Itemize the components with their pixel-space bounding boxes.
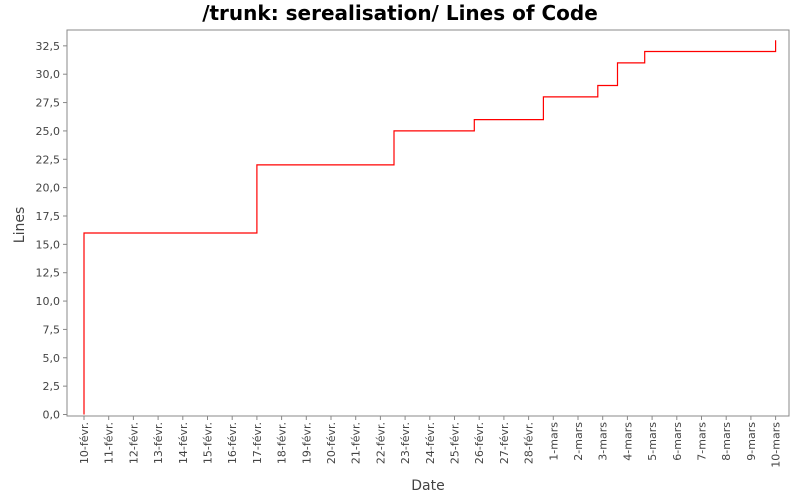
chart-title: /trunk: serealisation/ Lines of Code: [202, 1, 598, 25]
y-tick-label: 10,0: [36, 295, 61, 308]
x-tick-label: 12-févr.: [127, 422, 140, 464]
x-tick-label: 20-févr.: [325, 422, 338, 464]
y-tick-label: 27,5: [36, 97, 61, 110]
x-tick-label: 13-févr.: [152, 422, 165, 464]
x-tick-label: 27-févr.: [498, 422, 511, 464]
x-axis-label: Date: [411, 478, 444, 494]
x-tick-label: 3-mars: [597, 422, 610, 461]
x-axis: 10-févr. 11-févr. 12-févr. 13-févr. 14-févr.…: [78, 416, 783, 468]
plot-area: [66, 29, 790, 417]
y-tick-label: 22,5: [36, 153, 61, 166]
x-tick-label: 9-mars: [745, 422, 758, 461]
y-tick-label: 0,0: [43, 409, 61, 422]
x-tick-label: 5-mars: [646, 422, 659, 461]
series-group: [83, 40, 777, 415]
y-tick-label: 5,0: [43, 352, 61, 365]
x-tick-label: 26-févr.: [473, 422, 486, 464]
y-tick-label: 25,0: [36, 125, 61, 138]
x-tick-label: 18-févr.: [276, 422, 289, 464]
y-tick-label: 20,0: [36, 182, 61, 195]
x-tick-label: 25-févr.: [449, 422, 462, 464]
x-tick-label: 7-mars: [696, 422, 709, 461]
y-tick-label: 7,5: [43, 323, 61, 336]
y-axis-label: Lines: [12, 207, 28, 243]
y-tick-label: 32,5: [36, 40, 61, 53]
y-tick-label: 15,0: [36, 238, 61, 251]
x-tick-label: 10-févr.: [78, 422, 91, 464]
x-tick-label: 21-févr.: [350, 422, 363, 464]
x-tick-label: 14-févr.: [177, 422, 190, 464]
x-tick-label: 6-mars: [671, 422, 684, 461]
x-tick-label: 19-févr.: [300, 422, 313, 464]
y-tick-label: 12,5: [36, 267, 61, 280]
x-tick-label: 28-févr.: [523, 422, 536, 464]
y-tick-label: 2,5: [43, 380, 61, 393]
y-tick-label: 30,0: [36, 68, 61, 81]
x-tick-label: 1-mars: [547, 422, 560, 461]
x-tick-label: 22-févr.: [374, 422, 387, 464]
x-tick-label: 8-mars: [720, 422, 733, 461]
x-tick-label: 15-févr.: [202, 422, 215, 464]
x-tick-label: 16-févr.: [226, 422, 239, 464]
x-tick-label: 17-févr.: [251, 422, 264, 464]
x-tick-label: 2-mars: [572, 422, 585, 461]
y-tick-label: 17,5: [36, 210, 61, 223]
x-tick-label: 10-mars: [770, 422, 783, 468]
series-line: [83, 40, 777, 415]
y-axis: 0,0 2,5 5,0 7,5 10,0 12,5 15,0 17,5 20,0 22,5 25,0…: [36, 40, 67, 422]
x-tick-label: 23-févr.: [399, 422, 412, 464]
x-tick-label: 4-mars: [621, 422, 634, 461]
x-tick-label: 24-févr.: [424, 422, 437, 464]
x-tick-label: 11-févr.: [103, 422, 116, 464]
